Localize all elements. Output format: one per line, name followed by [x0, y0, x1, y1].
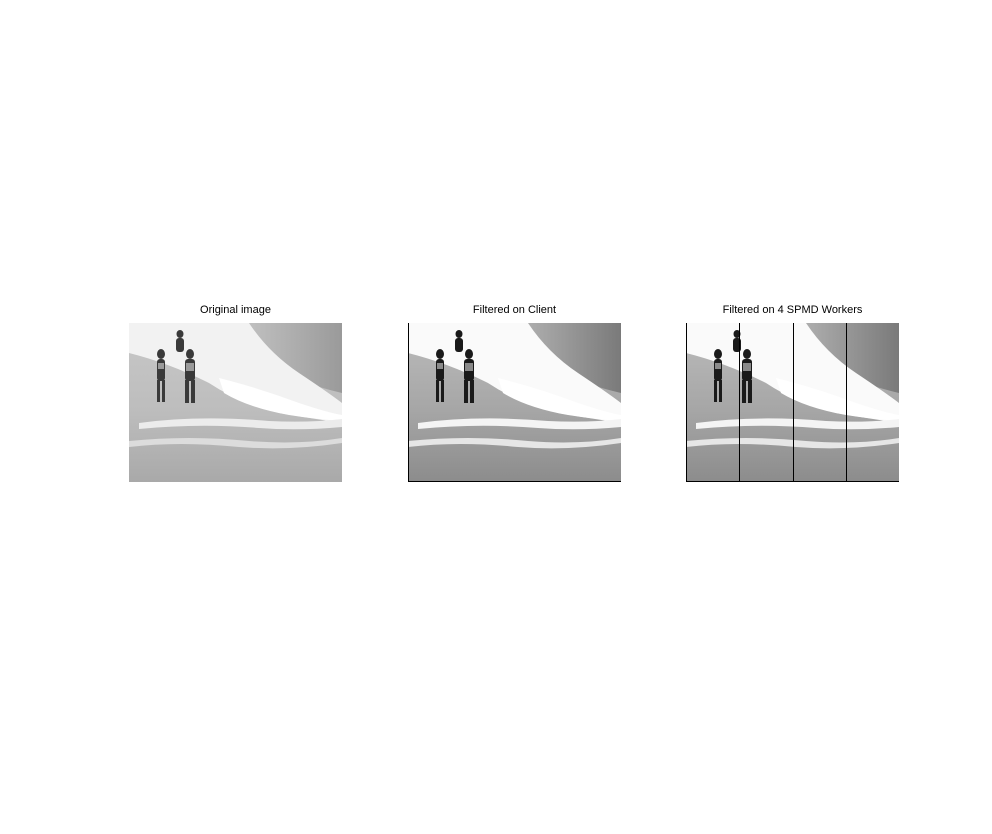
panel-title-filtered-spmd: Filtered on 4 SPMD Workers [722, 304, 863, 316]
beach-scene-filtered-client [408, 323, 621, 482]
beach-scene-original [129, 323, 342, 482]
beach-scene-filtered-spmd [686, 323, 899, 482]
panel-title-filtered-client: Filtered on Client [472, 304, 557, 316]
worker-divider-lines [739, 323, 847, 482]
panel-title-original: Original image [200, 304, 271, 316]
beach-photo-filtered-client [408, 323, 621, 482]
beach-photo-filtered-spmd [686, 323, 899, 482]
beach-photo-original [129, 323, 342, 482]
